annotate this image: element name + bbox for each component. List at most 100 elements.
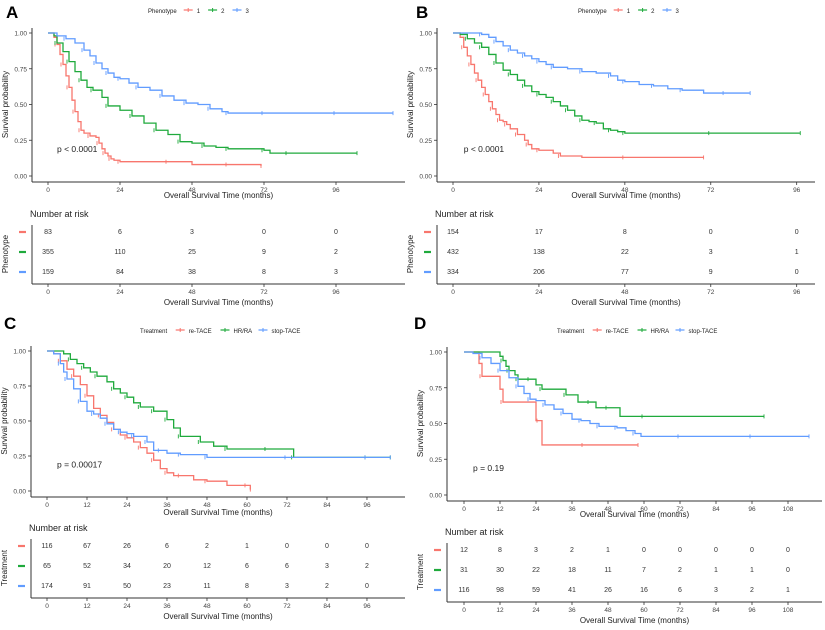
risk-table-row-label: Treatment — [0, 549, 9, 586]
risk-table-title: Number at risk — [435, 209, 494, 219]
y-tick-label: 0.25 — [14, 138, 27, 145]
risk-count: 432 — [447, 249, 459, 256]
legend-entry: 3 — [676, 9, 680, 15]
legend-entry: 2 — [221, 9, 225, 15]
risk-count: 6 — [285, 563, 289, 570]
x-tick-label: 0 — [45, 502, 49, 509]
p-value-label: p = 0.19 — [473, 463, 504, 473]
risk-count: 2 — [750, 587, 754, 594]
risk-x-tick-label: 36 — [568, 607, 576, 614]
risk-count: 84 — [116, 269, 124, 276]
x-tick-label: 72 — [260, 187, 268, 194]
legend-entry: re-TACE — [606, 329, 629, 335]
x-tick-label: 48 — [203, 502, 211, 509]
legend-entry: HR/RA — [651, 329, 670, 335]
y-tick-label: 0.00 — [13, 489, 26, 496]
survival-curve-2 — [48, 32, 357, 154]
survival-curve-re-tace — [47, 350, 251, 490]
risk-x-tick-label: 12 — [496, 607, 504, 614]
risk-count: 2 — [334, 249, 338, 256]
x-tick-label: 96 — [332, 187, 340, 194]
risk-count: 7 — [642, 567, 646, 574]
risk-count: 22 — [532, 567, 540, 574]
risk-table-row-label: Phenotype — [406, 234, 415, 273]
survival-curve-hr-ra — [47, 350, 391, 459]
risk-count: 206 — [533, 269, 545, 276]
risk-count: 0 — [325, 543, 329, 550]
y-tick-label: 1.00 — [419, 31, 432, 38]
risk-count: 6 — [165, 543, 169, 550]
survival-curve-1 — [48, 32, 262, 166]
x-axis-label: Overall Survival Time (months) — [580, 510, 690, 519]
risk-count: 3 — [534, 547, 538, 554]
risk-count: 1 — [750, 567, 754, 574]
risk-count: 65 — [43, 563, 51, 570]
x-tick-label: 24 — [532, 506, 540, 513]
risk-count: 116 — [458, 587, 469, 594]
legend-entry: stop-TACE — [272, 329, 301, 335]
survival-curve-3 — [48, 32, 393, 114]
x-tick-label: 24 — [123, 502, 131, 509]
risk-count: 154 — [447, 229, 459, 236]
x-tick-label: 0 — [46, 187, 50, 194]
x-tick-label: 0 — [451, 187, 455, 194]
y-tick-label: 0.25 — [13, 454, 26, 461]
risk-count: 355 — [42, 249, 54, 256]
risk-count: 2 — [325, 583, 329, 590]
risk-count: 17 — [535, 229, 543, 236]
legend-entry: 3 — [246, 9, 250, 15]
risk-count: 12 — [203, 563, 211, 570]
risk-count: 110 — [114, 249, 125, 256]
survival-curve-re-tace — [464, 351, 638, 446]
risk-table-title: Number at risk — [445, 527, 504, 537]
legend-entry: stop-TACE — [689, 329, 718, 335]
risk-count: 77 — [621, 269, 629, 276]
y-tick-label: 0.00 — [14, 174, 27, 181]
x-tick-label: 96 — [363, 502, 371, 509]
risk-count: 159 — [42, 269, 54, 276]
panel-label: C — [4, 314, 16, 333]
x-axis-label: Overall Survival Time (months) — [571, 191, 681, 200]
y-tick-label: 1.00 — [13, 349, 26, 356]
risk-x-tick-label: 96 — [793, 289, 801, 296]
legend-title: Phenotype — [578, 9, 607, 15]
risk-x-tick-label: 72 — [283, 603, 291, 610]
risk-count: 0 — [795, 269, 799, 276]
y-tick-label: 0.25 — [429, 457, 442, 464]
risk-count: 30 — [496, 567, 504, 574]
risk-x-tick-label: 0 — [45, 603, 49, 610]
risk-count: 26 — [604, 587, 612, 594]
risk-count: 0 — [786, 547, 790, 554]
risk-count: 59 — [532, 587, 540, 594]
risk-x-tick-label: 48 — [604, 607, 612, 614]
risk-count: 8 — [623, 229, 627, 236]
survival-curve-hr-ra — [464, 351, 764, 417]
panel-a: A Phenotype 1 2 3 0.00 0.25 0.50 0.75 1.00 0 24 48 72… — [1, 3, 405, 307]
risk-x-tick-label: 96 — [332, 289, 340, 296]
risk-count: 38 — [188, 269, 196, 276]
x-tick-label: 48 — [621, 187, 629, 194]
risk-x-tick-label: 24 — [535, 289, 543, 296]
risk-count: 9 — [262, 249, 266, 256]
risk-count: 98 — [496, 587, 504, 594]
panel-label: D — [414, 314, 426, 333]
risk-table-row-label: Treatment — [416, 553, 425, 590]
p-value-label: p < 0.0001 — [57, 144, 98, 154]
x-tick-label: 72 — [707, 187, 715, 194]
risk-x-tick-label: 72 — [260, 289, 268, 296]
risk-count: 8 — [498, 547, 502, 554]
risk-table-row-label: Phenotype — [1, 234, 10, 273]
risk-count: 174 — [41, 583, 53, 590]
x-tick-label: 60 — [640, 506, 648, 513]
risk-count: 3 — [285, 583, 289, 590]
y-tick-label: 0.50 — [13, 419, 26, 426]
x-tick-label: 48 — [188, 187, 196, 194]
risk-count: 6 — [678, 587, 682, 594]
risk-count: 0 — [750, 547, 754, 554]
risk-count: 16 — [640, 587, 648, 594]
risk-x-axis-label: Overall Survival Time (months) — [571, 298, 681, 307]
risk-count: 0 — [262, 229, 266, 236]
x-tick-label: 24 — [116, 187, 124, 194]
x-tick-label: 84 — [323, 502, 331, 509]
x-tick-label: 24 — [535, 187, 543, 194]
